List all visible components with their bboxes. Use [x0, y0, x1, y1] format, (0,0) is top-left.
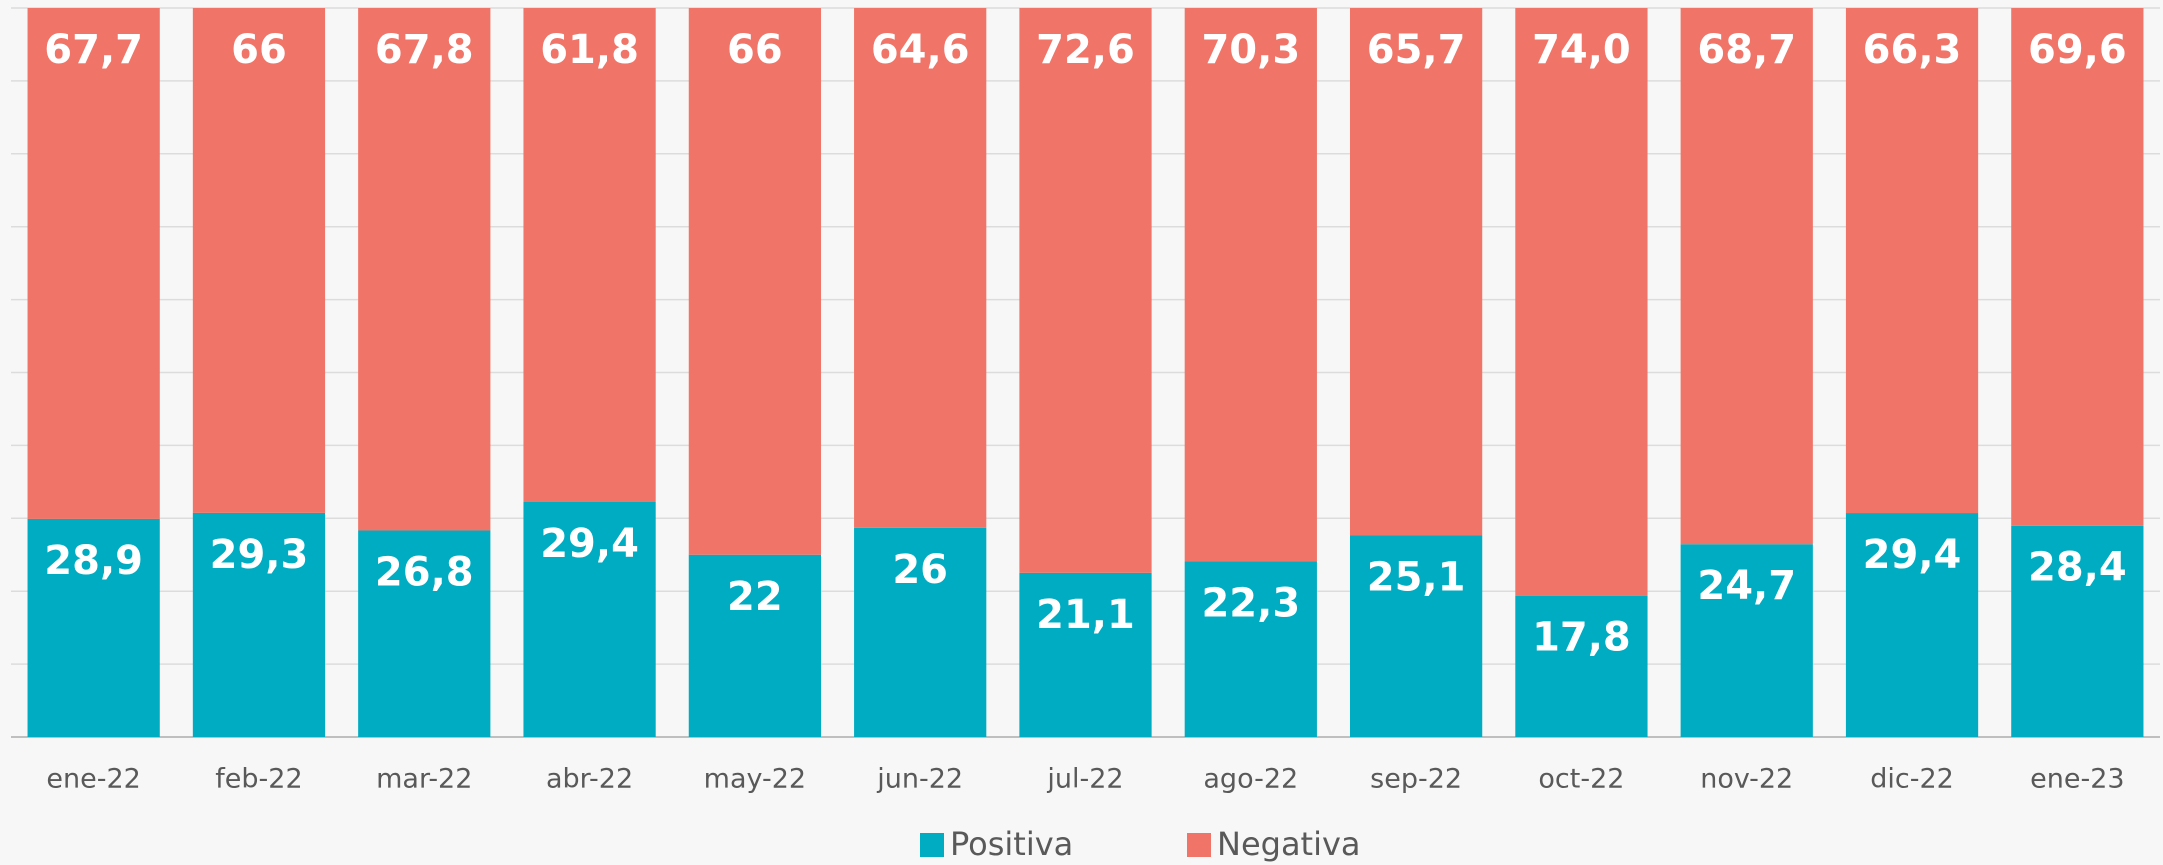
value-label: 66	[231, 27, 287, 73]
value-label: 24,7	[1697, 563, 1796, 609]
bar-segment	[523, 8, 656, 502]
bar-segment	[854, 8, 987, 528]
legend-label: Negativa	[1217, 825, 1361, 863]
bar-segment	[1845, 8, 1979, 514]
value-label: 72,6	[1036, 27, 1135, 73]
value-label: 28,4	[2028, 545, 2127, 591]
value-label: 22	[727, 574, 783, 620]
value-label: 22,3	[1201, 580, 1300, 626]
value-label: 67,7	[44, 27, 143, 73]
value-label: 29,4	[1863, 532, 1962, 578]
bar-segment	[1349, 535, 1483, 737]
bar-segment	[192, 512, 326, 737]
x-tick-label: may-22	[704, 764, 806, 795]
x-tick-label: ene-23	[2030, 764, 2124, 795]
x-tick-label: oct-22	[1538, 764, 1624, 795]
value-label: 66	[727, 27, 783, 73]
value-label: 61,8	[540, 27, 639, 73]
bar-segment	[358, 530, 491, 737]
x-tick-label: dic-22	[1870, 764, 1954, 795]
bar-segment	[1349, 8, 1483, 536]
bar-segment	[1680, 544, 1813, 737]
bar-segment	[1184, 561, 1317, 737]
legend-label: Positiva	[950, 825, 1073, 863]
value-label: 66,3	[1863, 27, 1962, 73]
value-label: 26,8	[375, 549, 474, 595]
x-tick-label: nov-22	[1700, 764, 1793, 795]
bar-segment	[1680, 8, 1813, 545]
value-label: 68,7	[1697, 27, 1796, 73]
value-label: 65,7	[1367, 27, 1466, 73]
bar-segment	[2011, 525, 2144, 737]
bar-segment	[523, 501, 656, 737]
bar-segment	[27, 518, 160, 737]
bar-segment	[192, 8, 326, 513]
value-label: 74,0	[1532, 27, 1631, 73]
value-label: 69,6	[2028, 27, 2127, 73]
x-tick-label: mar-22	[376, 764, 472, 795]
bar-segment	[1019, 572, 1152, 737]
bar-segment	[358, 8, 491, 531]
x-tick-label: ene-22	[46, 764, 140, 795]
value-label: 21,1	[1036, 592, 1135, 638]
value-label: 70,3	[1201, 27, 1300, 73]
value-label: 29,4	[540, 521, 639, 567]
bar-segment	[688, 554, 822, 737]
bar-segment	[688, 8, 822, 555]
bar-segment	[1515, 595, 1648, 737]
bar-segment	[1515, 8, 1648, 596]
value-label: 25,1	[1367, 554, 1466, 600]
x-tick-label: sep-22	[1370, 764, 1462, 795]
value-label: 26	[892, 547, 948, 593]
bar-segment	[27, 8, 160, 519]
x-tick-label: feb-22	[215, 764, 302, 795]
legend-swatch	[1187, 833, 1211, 857]
legend-swatch	[920, 833, 944, 857]
bar-segment	[2011, 8, 2144, 526]
value-label: 67,8	[375, 27, 474, 73]
x-tick-label: ago-22	[1203, 764, 1298, 795]
x-tick-label: jul-22	[1046, 764, 1123, 795]
bar-segment	[1019, 8, 1152, 573]
bar-segment	[854, 527, 987, 737]
x-tick-label: jun-22	[876, 764, 963, 795]
value-label: 28,9	[44, 538, 143, 584]
value-label: 64,6	[871, 27, 970, 73]
value-label: 17,8	[1532, 615, 1631, 661]
x-tick-label: abr-22	[546, 764, 633, 795]
value-label: 29,3	[210, 532, 309, 578]
bar-segment	[1845, 513, 1979, 737]
bar-segment	[1184, 8, 1317, 562]
